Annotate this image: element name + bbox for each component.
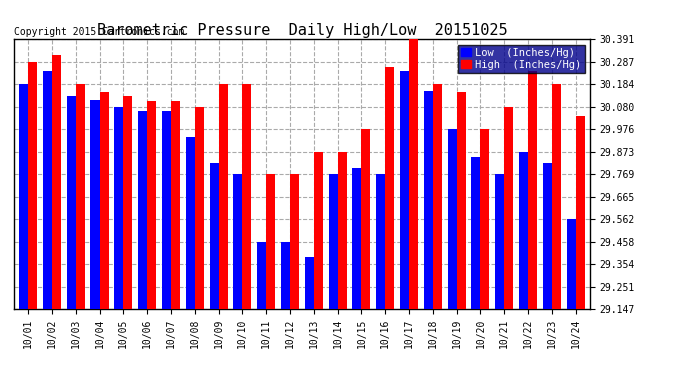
Bar (76, 84, 85, 309)
Text: Copyright 2015 Cartronics.com: Copyright 2015 Cartronics.com (14, 27, 185, 37)
Title: Barometric Pressure  Daily High/Low  20151025: Barometric Pressure Daily High/Low 20151… (97, 23, 507, 38)
Bar (28, 62, 37, 309)
Bar (376, 174, 385, 309)
Bar (233, 174, 242, 309)
Bar (328, 174, 337, 309)
Bar (210, 163, 219, 309)
Bar (400, 70, 409, 309)
Bar (495, 174, 504, 309)
Bar (353, 168, 362, 309)
Bar (115, 107, 124, 309)
Bar (186, 137, 195, 309)
Bar (448, 129, 457, 309)
Bar (99, 92, 108, 309)
Bar (257, 242, 266, 309)
Bar (504, 107, 513, 309)
Bar (480, 129, 489, 309)
Bar (362, 129, 371, 309)
Bar (90, 100, 99, 309)
Bar (543, 163, 552, 309)
Bar (67, 96, 76, 309)
Bar (385, 68, 394, 309)
Bar (162, 111, 171, 309)
Bar (43, 70, 52, 309)
Bar (433, 84, 442, 309)
Bar (219, 84, 228, 309)
Bar (290, 174, 299, 309)
Bar (519, 152, 528, 309)
Bar (138, 111, 147, 309)
Bar (281, 242, 290, 309)
Bar (471, 157, 480, 309)
Bar (552, 84, 561, 309)
Bar (147, 102, 156, 309)
Bar (566, 219, 575, 309)
Bar (171, 102, 180, 309)
Bar (305, 256, 314, 309)
Bar (457, 92, 466, 309)
Bar (409, 39, 418, 309)
Bar (314, 152, 323, 309)
Bar (52, 55, 61, 309)
Bar (242, 84, 251, 309)
Bar (195, 107, 204, 309)
Legend: Low  (Inches/Hg), High  (Inches/Hg): Low (Inches/Hg), High (Inches/Hg) (457, 45, 584, 73)
Bar (337, 152, 346, 309)
Bar (19, 84, 28, 309)
Bar (575, 116, 584, 309)
Bar (266, 174, 275, 309)
Bar (424, 91, 433, 309)
Bar (124, 96, 132, 309)
Bar (528, 72, 537, 309)
